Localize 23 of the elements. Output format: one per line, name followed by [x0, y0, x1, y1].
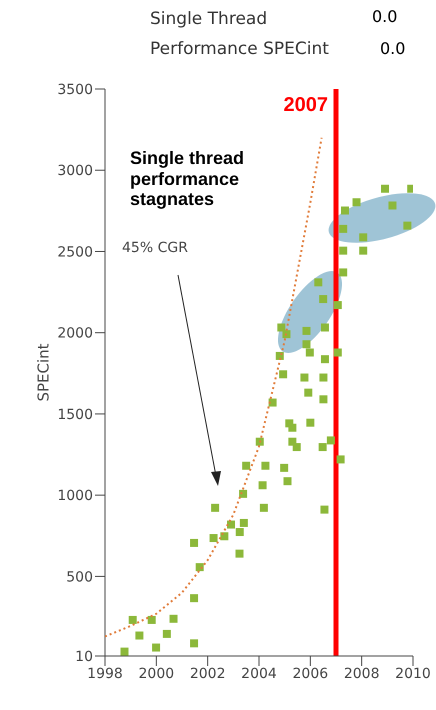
y-tick-label: 3500 [57, 82, 93, 98]
x-tick-label: 1998 [87, 666, 123, 682]
y-tick-label: 500 [66, 569, 93, 586]
text: 0.0 [372, 7, 398, 26]
x-tick-label: 2000 [138, 666, 174, 682]
ref-line-label: 2007 [284, 94, 328, 116]
y-tick-label: 3000 [57, 163, 93, 180]
y-tick-label: 1500 [57, 406, 93, 423]
y-axis-title: SPECint [34, 343, 52, 402]
x-tick-label: 2010 [395, 666, 431, 682]
annotation: Single thread performance stagnates [130, 148, 246, 210]
text: 0.0 [380, 39, 406, 58]
x-tick-label: 2006 [292, 666, 328, 682]
x-tick-label: 2004 [241, 666, 277, 682]
y-tick-label: 1000 [57, 488, 93, 504]
chart-title: Single Thread Performance SPECint [150, 8, 330, 61]
y-tick-label: 10 [75, 648, 93, 665]
line-series [105, 136, 323, 638]
x-tick-label: 2008 [344, 666, 380, 682]
y-tick-label: 2000 [57, 326, 93, 342]
x-tick-label: 2002 [190, 666, 226, 682]
annotation: 45% CGR [122, 240, 189, 256]
y-tick-label: 2500 [57, 244, 93, 260]
